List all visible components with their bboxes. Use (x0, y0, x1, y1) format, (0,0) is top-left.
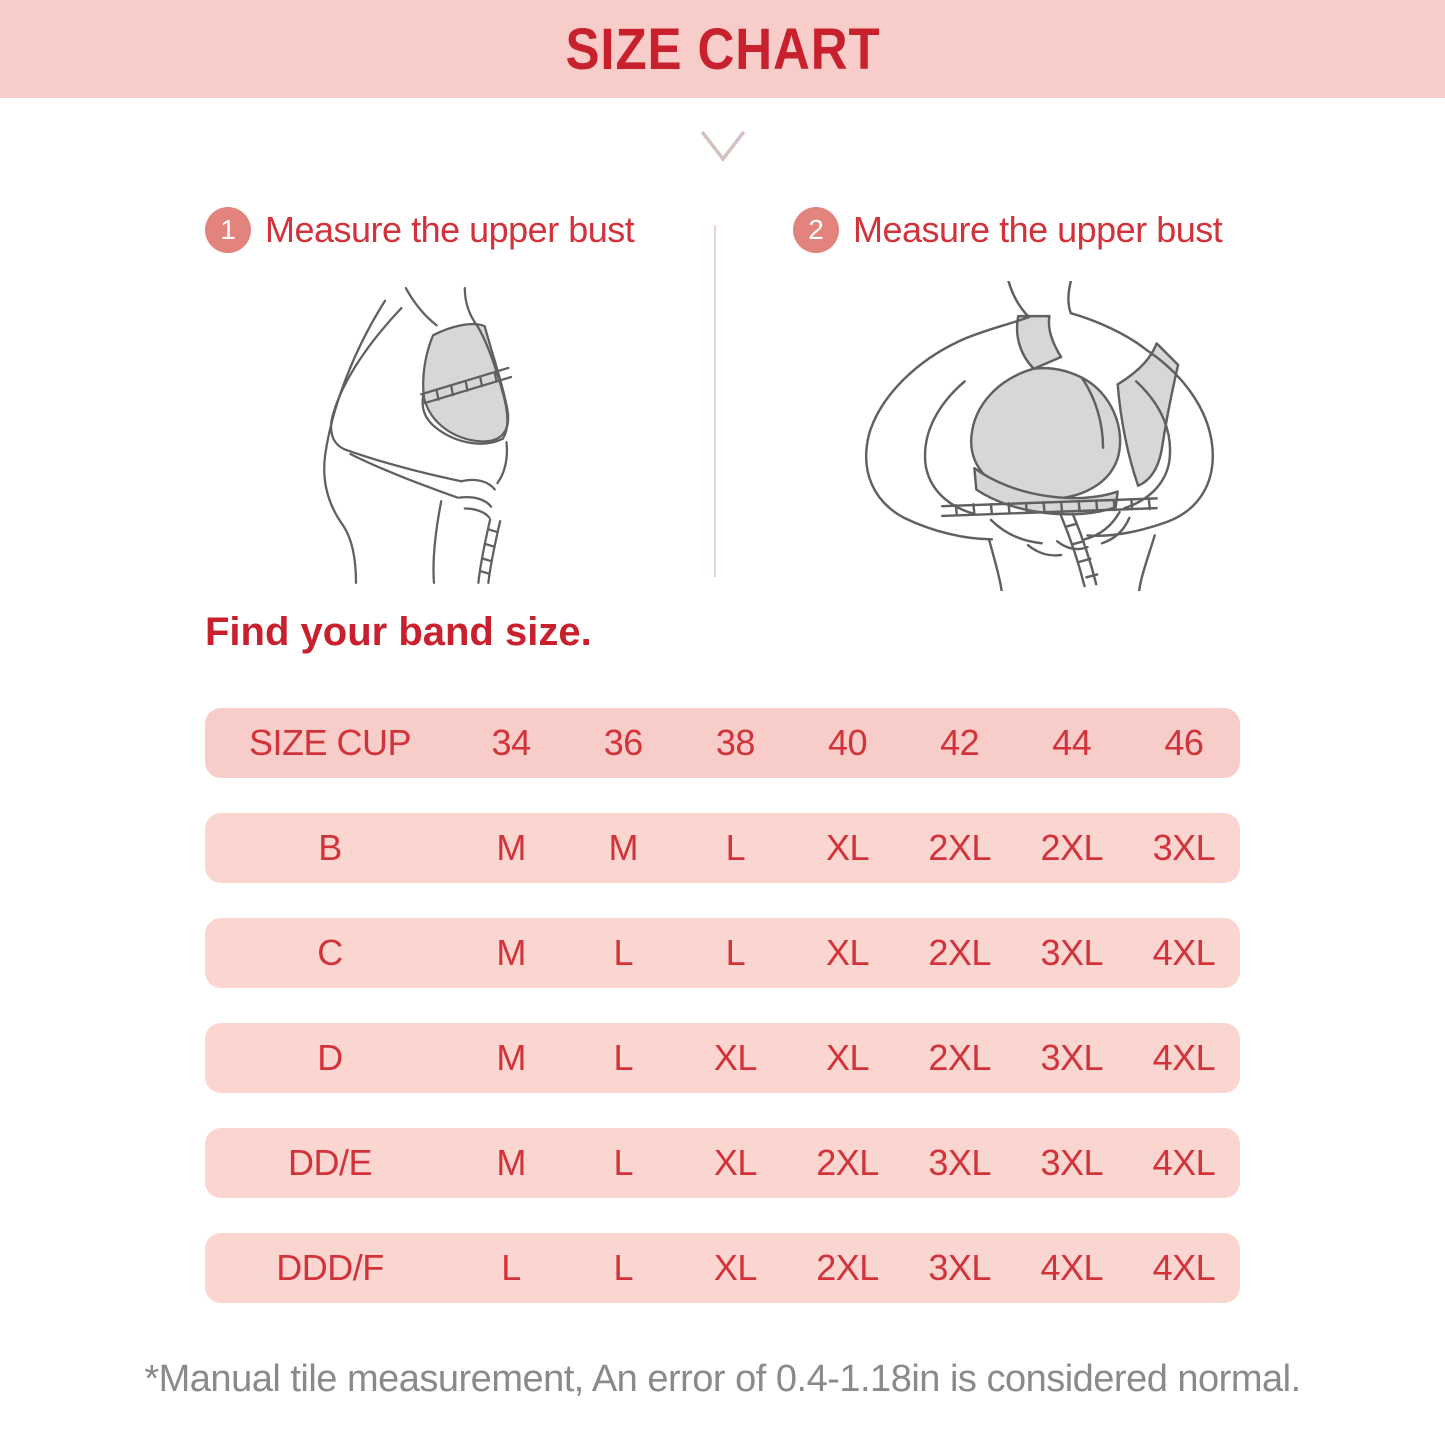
table-header-row: SIZE CUP 34 36 38 40 42 44 46 (205, 708, 1240, 778)
size-value-cell: 3XL (1040, 1142, 1104, 1183)
size-value-cell: L (613, 1142, 633, 1183)
table-row: C M L L XL 2XL 3XL 4XL (205, 918, 1240, 988)
side-measure-illustration (249, 273, 589, 603)
section-divider (714, 225, 716, 577)
size-value-cell: L (613, 1247, 633, 1288)
size-value-cell: 4XL (1152, 1037, 1216, 1078)
step-2-header: 2 Measure the upper bust (793, 205, 1268, 255)
page-title: SIZE CHART (564, 16, 881, 82)
size-value-cell: 3XL (928, 1142, 991, 1183)
size-value-cell: 2XL (928, 1037, 991, 1078)
band-size-header-cell: 42 (940, 722, 980, 763)
size-value-cell: XL (825, 827, 870, 868)
size-value-cell: M (496, 932, 526, 973)
size-value-cell: L (725, 827, 746, 868)
size-value-cell: 3XL (1040, 1037, 1104, 1078)
size-value-cell: 2XL (816, 1247, 879, 1288)
step-2: 2 Measure the upper bust (793, 205, 1268, 593)
cup-label-cell: B (318, 827, 342, 868)
table-row: DDD/F L L XL 2XL 3XL 4XL 4XL (205, 1233, 1240, 1303)
measurement-note: *Manual tile measurement, An error of 0.… (144, 1358, 1301, 1400)
size-value-cell: XL (713, 1037, 758, 1078)
step-2-number-badge: 2 (793, 207, 839, 253)
band-size-header-cell: 40 (827, 722, 868, 763)
step-1-header: 1 Measure the upper bust (205, 205, 680, 255)
size-value-cell: M (496, 827, 526, 868)
size-value-cell: XL (825, 1037, 870, 1078)
size-cup-header-cell: SIZE CUP (248, 722, 412, 763)
size-value-cell: 2XL (928, 827, 991, 868)
size-value-cell: 4XL (1152, 932, 1216, 973)
size-value-cell: XL (825, 932, 870, 973)
band-size-header-cell: 38 (715, 722, 756, 763)
band-size-header-cell: 46 (1164, 722, 1204, 763)
size-value-cell: 2XL (928, 932, 991, 973)
size-value-cell: 2XL (816, 1142, 879, 1183)
step-1: 1 Measure the upper bust (205, 205, 680, 584)
size-value-cell: M (496, 1037, 526, 1078)
measure-steps-section: 1 Measure the upper bust (0, 205, 1445, 605)
table-row: D M L XL XL 2XL 3XL 4XL (205, 1023, 1240, 1093)
header-banner: SIZE CHART (0, 0, 1445, 98)
cup-label-cell: DD/E (287, 1142, 373, 1183)
size-value-cell: XL (713, 1142, 758, 1183)
band-size-header-cell: 36 (603, 722, 644, 763)
size-value-cell: 3XL (928, 1247, 991, 1288)
cup-label-cell: C (317, 932, 343, 973)
table-row: B M M L XL 2XL 2XL 3XL (205, 813, 1240, 883)
cup-label-cell: DDD/F (276, 1247, 384, 1288)
band-size-header-cell: 44 (1052, 722, 1092, 763)
size-value-cell: 4XL (1152, 1247, 1216, 1288)
size-value-cell: 2XL (1040, 827, 1104, 868)
size-value-cell: M (608, 827, 638, 868)
size-value-cell: 4XL (1152, 1142, 1216, 1183)
size-value-cell: L (613, 932, 633, 973)
size-value-cell: 3XL (1152, 827, 1216, 868)
size-value-cell: L (613, 1037, 633, 1078)
size-value-cell: M (496, 1142, 526, 1183)
band-size-heading: Find your band size. (205, 610, 592, 654)
table-row: DD/E M L XL 2XL 3XL 3XL 4XL (205, 1128, 1240, 1198)
band-size-header-cell: 34 (491, 722, 532, 763)
step-1-number-badge: 1 (205, 207, 251, 253)
step-1-label: Measure the upper bust (265, 209, 635, 250)
chevron-down-icon (0, 130, 1445, 164)
cup-label-cell: D (317, 1037, 343, 1078)
size-value-cell: L (501, 1247, 521, 1288)
size-value-cell: 3XL (1040, 932, 1104, 973)
size-value-cell: L (725, 932, 746, 973)
size-value-cell: 4XL (1040, 1247, 1104, 1288)
step-2-label: Measure the upper bust (853, 209, 1223, 250)
front-measure-illustration (827, 279, 1227, 596)
size-value-cell: XL (713, 1247, 758, 1288)
size-table: SIZE CUP 34 36 38 40 42 44 46 B M M L XL 2XL 2XL 3XL C M L… (205, 708, 1240, 1338)
